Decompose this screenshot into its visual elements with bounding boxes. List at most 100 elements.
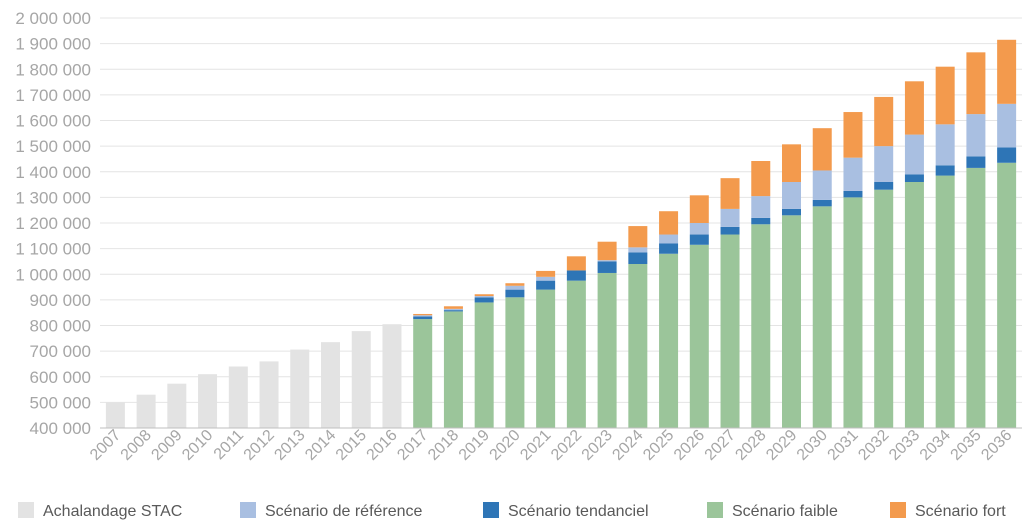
x-tick-label: 2015 bbox=[333, 427, 370, 464]
y-tick-label: 400 000 bbox=[30, 419, 91, 438]
bars bbox=[105, 39, 1017, 428]
x-tick-label: 2011 bbox=[211, 427, 247, 463]
bar-scenario-tendanciel-2033 bbox=[904, 174, 924, 182]
bar-scenario-fort-2034 bbox=[935, 66, 955, 125]
x-tick-label: 2022 bbox=[548, 427, 585, 464]
bar-scenario-tendanciel-2029 bbox=[782, 208, 801, 216]
bar-scenario-faible-2025 bbox=[659, 253, 679, 428]
bar-scenario-de-reference-2018 bbox=[443, 308, 463, 311]
bar-scenario-fort-2029 bbox=[782, 144, 801, 182]
bar-scenario-faible-2027 bbox=[720, 234, 740, 428]
bar-scenario-faible-2034 bbox=[935, 175, 955, 428]
bar-scenario-faible-2028 bbox=[751, 224, 771, 428]
bar-scenario-de-reference-2020 bbox=[505, 285, 525, 290]
bar-scenario-tendanciel-2032 bbox=[874, 182, 894, 190]
bar-scenario-de-reference-2034 bbox=[935, 124, 955, 166]
x-tick-label: 2034 bbox=[917, 427, 954, 464]
y-tick-label: 700 000 bbox=[30, 342, 91, 361]
x-tick-label: 2030 bbox=[794, 427, 831, 464]
bar-scenario-faible-2036 bbox=[997, 162, 1017, 428]
legend-swatch-scenario-fort bbox=[890, 502, 906, 518]
y-tick-label: 1 900 000 bbox=[15, 35, 91, 54]
bar-scenario-fort-2024 bbox=[628, 226, 648, 248]
bar-scenario-fort-2036 bbox=[997, 39, 1017, 104]
bar-achalandage-stac-2008 bbox=[136, 394, 156, 428]
x-tick-label: 2029 bbox=[763, 427, 800, 464]
bar-achalandage-stac-2011 bbox=[228, 366, 248, 428]
bar-scenario-de-reference-2023 bbox=[597, 260, 617, 262]
bar-achalandage-stac-2016 bbox=[382, 324, 402, 428]
bar-scenario-tendanciel-2017 bbox=[413, 316, 433, 320]
bar-achalandage-stac-2009 bbox=[167, 383, 187, 428]
bar-scenario-de-reference-2029 bbox=[782, 182, 801, 209]
legend-label-achalandage-stac: Achalandage STAC bbox=[43, 503, 182, 520]
bar-scenario-de-reference-2031 bbox=[843, 157, 863, 191]
y-tick-label: 500 000 bbox=[30, 393, 91, 412]
y-tick-label: 2 000 000 bbox=[15, 9, 91, 28]
bar-achalandage-stac-2015 bbox=[351, 331, 371, 428]
x-tick-label: 2031 bbox=[825, 427, 862, 464]
bar-scenario-tendanciel-2028 bbox=[751, 217, 771, 225]
y-tick-label: 800 000 bbox=[30, 317, 91, 336]
bar-scenario-tendanciel-2019 bbox=[474, 297, 494, 303]
x-tick-label: 2009 bbox=[148, 427, 185, 464]
legend-label-scenario-tendanciel: Scénario tendanciel bbox=[508, 503, 649, 520]
bar-scenario-fort-2032 bbox=[874, 96, 894, 147]
bar-scenario-fort-2020 bbox=[505, 283, 525, 286]
bar-scenario-tendanciel-2027 bbox=[720, 226, 740, 235]
bar-achalandage-stac-2012 bbox=[259, 361, 279, 428]
x-tick-label: 2024 bbox=[609, 427, 646, 464]
bar-scenario-faible-2018 bbox=[443, 311, 463, 428]
bar-scenario-faible-2035 bbox=[966, 167, 986, 428]
x-tick-label: 2026 bbox=[671, 427, 708, 464]
x-tick-label: 2018 bbox=[425, 427, 462, 464]
bar-scenario-fort-2030 bbox=[812, 128, 832, 171]
y-tick-label: 1 000 000 bbox=[15, 265, 91, 284]
legend-swatch-scenario-de-reference bbox=[240, 502, 256, 518]
bar-scenario-fort-2022 bbox=[566, 256, 586, 271]
bar-achalandage-stac-2010 bbox=[198, 374, 218, 428]
bar-scenario-tendanciel-2034 bbox=[935, 165, 955, 176]
bar-scenario-faible-2022 bbox=[566, 280, 586, 428]
x-tick-label: 2017 bbox=[394, 427, 431, 464]
bar-scenario-faible-2019 bbox=[474, 302, 494, 428]
bar-scenario-de-reference-2025 bbox=[659, 234, 679, 244]
x-tick-label: 2013 bbox=[271, 427, 308, 464]
x-tick-label: 2035 bbox=[948, 427, 985, 464]
x-axis-tick-labels: 2007200820092010201120122013201420152016… bbox=[87, 427, 1016, 464]
bar-scenario-faible-2033 bbox=[904, 182, 924, 428]
y-tick-label: 1 800 000 bbox=[15, 60, 91, 79]
bar-scenario-fort-2027 bbox=[720, 178, 740, 209]
legend-swatch-scenario-faible bbox=[707, 502, 723, 518]
bar-scenario-fort-2028 bbox=[751, 160, 771, 197]
bar-scenario-de-reference-2028 bbox=[751, 196, 771, 218]
gridlines bbox=[100, 17, 1022, 429]
bar-scenario-de-reference-2019 bbox=[474, 296, 494, 298]
y-tick-label: 900 000 bbox=[30, 291, 91, 310]
legend-label-scenario-fort: Scénario fort bbox=[915, 503, 1006, 520]
bar-scenario-tendanciel-2023 bbox=[597, 261, 617, 273]
x-tick-label: 2033 bbox=[886, 427, 923, 464]
x-tick-label: 2028 bbox=[732, 427, 769, 464]
bar-scenario-fort-2035 bbox=[966, 52, 986, 115]
bar-scenario-fort-2018 bbox=[443, 306, 463, 309]
bar-scenario-faible-2020 bbox=[505, 297, 525, 428]
x-tick-label: 2012 bbox=[241, 427, 278, 464]
bar-scenario-fort-2031 bbox=[843, 112, 863, 158]
y-tick-label: 1 500 000 bbox=[15, 137, 91, 156]
x-tick-label: 2027 bbox=[702, 427, 739, 464]
legend: Achalandage STAC Scénario de référence Scé… bbox=[18, 502, 1006, 520]
bar-scenario-faible-2031 bbox=[843, 197, 863, 428]
bar-scenario-de-reference-2032 bbox=[874, 146, 894, 182]
bar-scenario-de-reference-2030 bbox=[812, 170, 832, 200]
bar-scenario-tendanciel-2030 bbox=[812, 199, 832, 207]
x-tick-label: 2032 bbox=[855, 427, 892, 464]
bar-scenario-tendanciel-2022 bbox=[566, 270, 586, 281]
legend-swatch-achalandage-stac bbox=[18, 502, 34, 518]
bar-scenario-faible-2017 bbox=[413, 319, 433, 428]
y-axis-tick-labels: 400 000 500 000 600 000 700 000 800 000 900 0… bbox=[15, 9, 91, 438]
bar-scenario-tendanciel-2026 bbox=[689, 234, 709, 245]
bar-scenario-fort-2026 bbox=[689, 195, 709, 223]
y-tick-label: 1 300 000 bbox=[15, 188, 91, 207]
